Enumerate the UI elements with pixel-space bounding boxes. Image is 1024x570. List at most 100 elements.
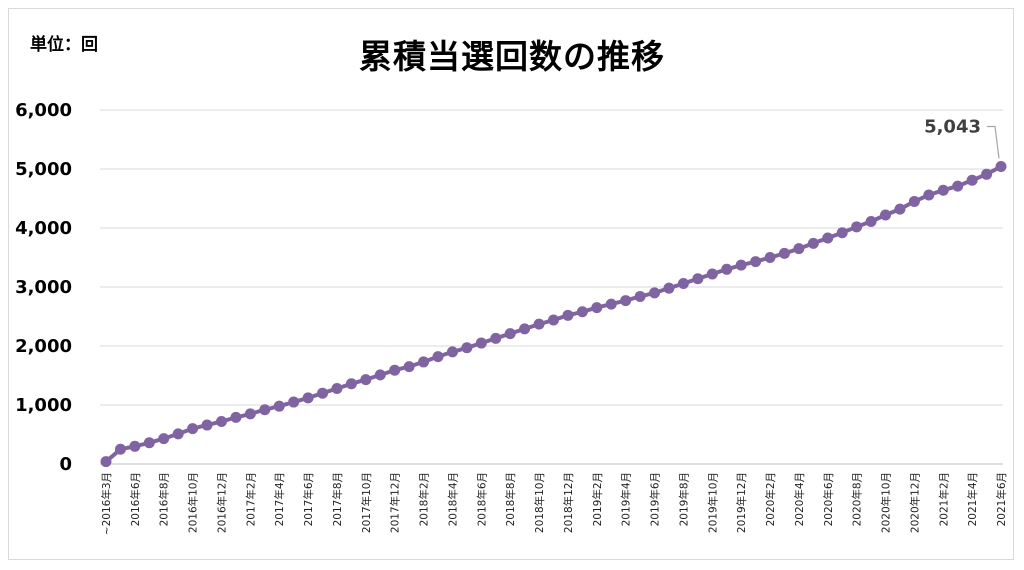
data-point [533,318,545,330]
x-tick-label: 2018年4月 [446,472,459,526]
x-tick-label: ~2016年3月 [100,472,113,535]
data-point [432,351,444,363]
data-point [403,361,415,373]
y-tick-label: 5,000 [15,159,72,180]
x-tick-label: 2021年2月 [937,472,950,526]
data-point [317,387,329,399]
data-point [663,282,675,294]
data-point [721,263,733,275]
data-point [952,180,964,192]
data-label-leader [987,125,1000,159]
x-tick-label: 2016年10月 [187,472,200,533]
x-tick-label: 2017年10月 [360,472,373,533]
data-point [649,287,661,299]
data-point [677,277,689,289]
data-point [360,374,372,386]
x-tick-label: 2017年12月 [389,472,402,533]
data-point [374,369,386,381]
data-point [490,332,502,344]
data-point [634,290,646,302]
data-point [446,346,458,358]
data-point [576,306,588,318]
data-point [764,252,776,263]
data-point [692,273,704,285]
data-point [836,227,848,239]
data-point [562,309,574,321]
x-tick-label: 2018年6月 [475,472,488,526]
x-tick-label: 2019年10月 [706,472,719,533]
x-tick-label: 2016年6月 [129,472,142,526]
data-point [778,247,790,259]
data-point [981,168,993,180]
x-tick-label: 2018年2月 [418,472,431,526]
y-tick-label: 1,000 [15,395,72,416]
data-point [793,243,805,255]
data-point [706,268,718,280]
data-point [259,404,271,416]
data-point [244,408,256,420]
data-point [114,443,126,455]
data-point [966,174,978,186]
data-point [894,203,906,215]
data-point [418,356,430,368]
x-tick-label: 2021年4月 [966,472,979,526]
data-point [822,232,834,244]
x-tick-label: 2018年12月 [562,472,575,533]
x-tick-label: 2017年2月 [244,472,257,526]
x-tick-label: 2019年4月 [620,472,633,526]
x-tick-label: 2017年4月 [273,472,286,526]
x-tick-label: 2017年6月 [302,472,315,526]
data-point [735,259,747,271]
data-point [995,160,1007,172]
x-tick-label: 2020年12月 [908,472,921,533]
y-tick-label: 3,000 [15,277,72,298]
x-tick-label: 2020年2月 [764,472,777,526]
data-point [519,323,531,335]
data-point [389,364,401,376]
data-point [591,302,603,314]
x-tick-label: 2018年8月 [504,472,517,526]
data-point [937,184,949,196]
x-tick-label: 2018年10月 [533,472,546,533]
y-tick-label: 6,000 [15,100,72,121]
data-point [605,298,617,310]
data-point [331,382,343,394]
x-tick-label: 2019年12月 [735,472,748,533]
data-point [807,237,819,249]
chart-title: 累積当選回数の推移 [359,37,665,76]
data-point [302,392,314,404]
data-point [187,423,199,435]
data-point [288,396,300,408]
data-point [880,209,892,221]
data-point [548,314,559,326]
data-point [504,328,516,340]
data-point [345,378,357,390]
x-tick-label: 2019年2月 [591,472,604,526]
x-tick-label: 2020年8月 [851,472,864,526]
data-point [230,411,242,423]
x-tick-label: 2016年8月 [158,472,171,526]
data-point [620,295,632,307]
data-point [923,189,935,201]
data-point [201,419,213,431]
y-tick-label: 4,000 [15,218,72,239]
data-point [215,416,227,428]
y-tick-label: 0 [59,454,72,475]
data-point [158,433,170,445]
x-tick-label: 2019年8月 [677,472,690,526]
data-point [273,400,285,412]
data-point [129,440,141,452]
x-tick-label: 2020年6月 [822,472,835,526]
x-tick-label: 2016年12月 [215,472,228,533]
data-point [143,437,155,449]
data-label: 5,043 [924,116,981,137]
y-tick-label: 2,000 [15,336,72,357]
data-point [750,256,762,268]
x-tick-label: 2020年10月 [880,472,893,533]
x-tick-label: 2021年6月 [995,472,1008,526]
data-point [475,337,487,349]
data-point [851,221,863,233]
data-point [172,428,184,440]
x-tick-label: 2019年6月 [649,472,662,526]
